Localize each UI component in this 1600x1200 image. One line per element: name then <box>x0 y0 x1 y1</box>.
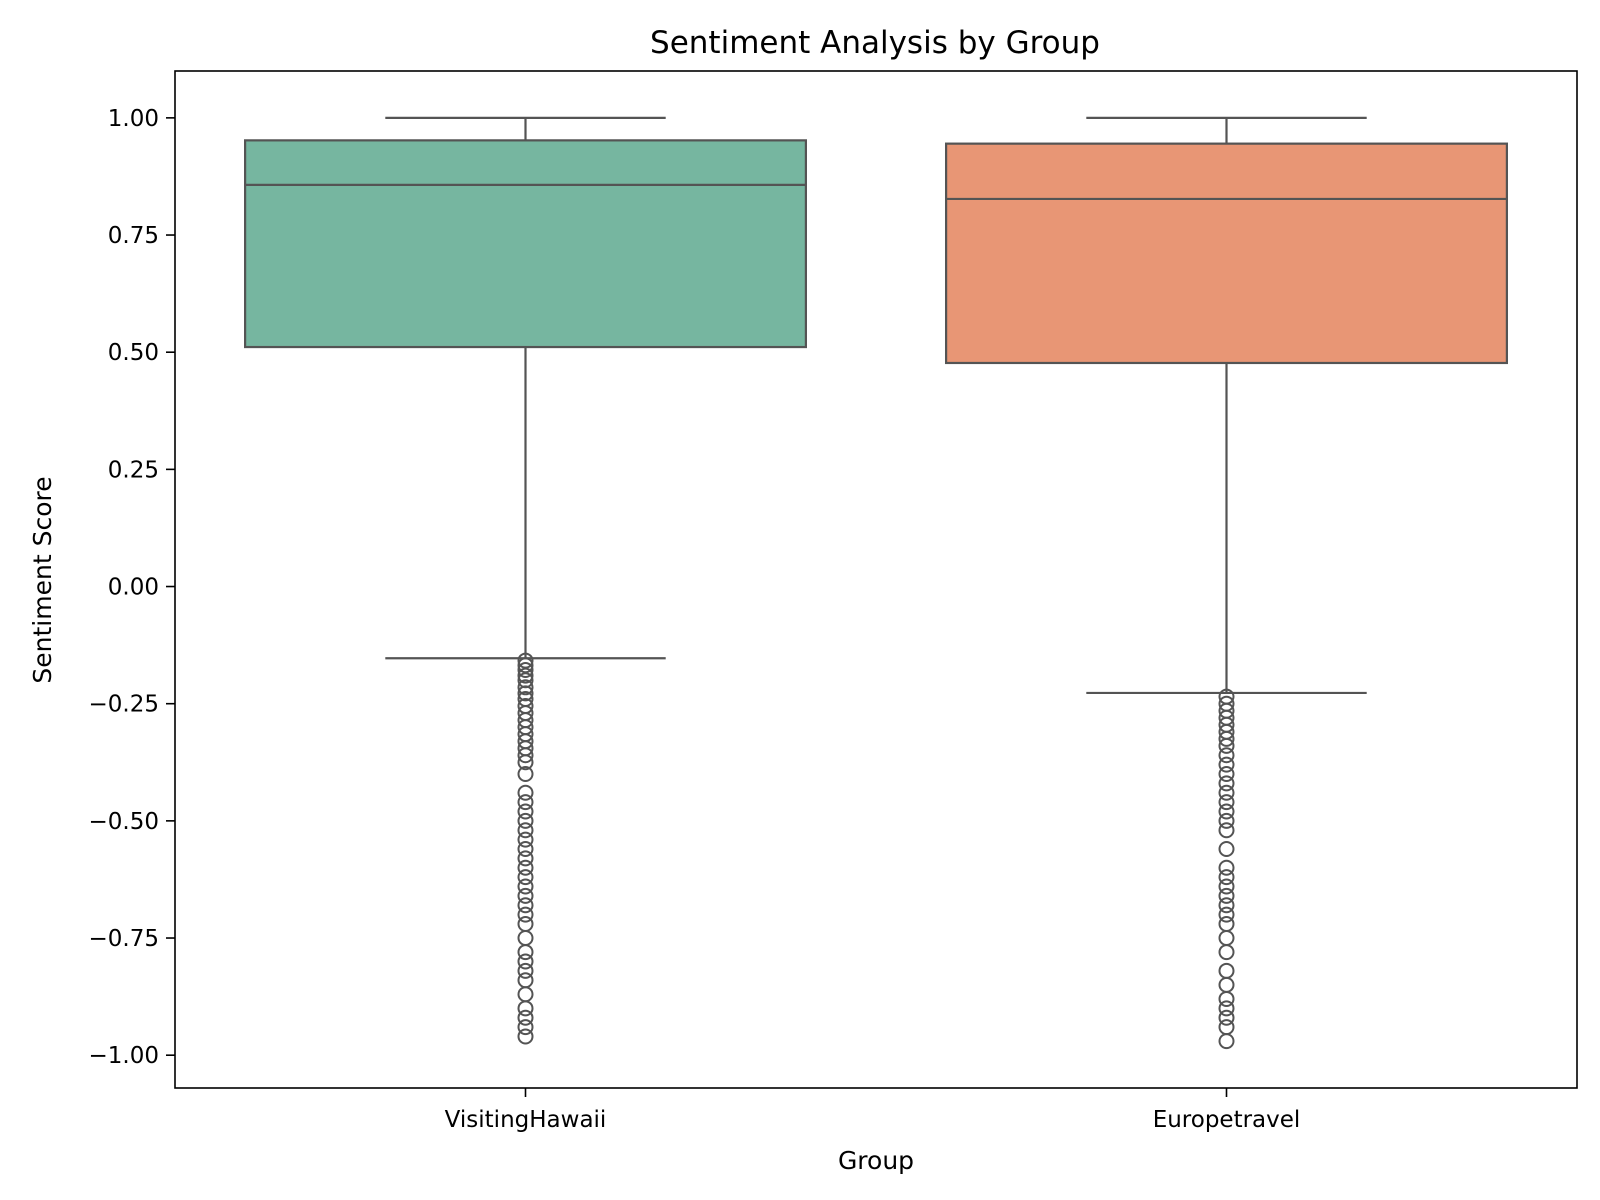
outlier-point <box>1218 1000 1235 1017</box>
outlier-point <box>1218 944 1235 961</box>
outlier-point <box>1218 775 1235 792</box>
outlier-point <box>517 840 534 857</box>
outlier-point <box>1218 878 1235 895</box>
outlier-point <box>517 661 534 678</box>
box-group <box>944 116 1508 1050</box>
y-tick-label: 0.00 <box>108 575 159 601</box>
outlier-point <box>517 1028 534 1045</box>
outlier-point <box>1218 765 1235 782</box>
y-axis: 1.00 0.75 0.50 0.25 0.00 −0.25 −0.50 −0.75 −1.00 <box>89 106 175 1069</box>
outlier-point <box>1218 1009 1235 1026</box>
outlier-point <box>517 962 534 979</box>
plot-area <box>244 116 1508 1050</box>
outlier-point <box>517 812 534 829</box>
outlier-point <box>517 887 534 904</box>
outlier-point <box>1218 822 1235 839</box>
outlier-point <box>517 859 534 876</box>
outlier-point <box>517 685 534 702</box>
outlier-point <box>517 1000 534 1017</box>
outlier-point <box>517 679 534 696</box>
iqr-box <box>244 139 807 349</box>
outlier-point <box>517 754 534 771</box>
outlier-point <box>517 765 534 782</box>
outlier-point <box>517 747 534 764</box>
y-tick-label: 0.50 <box>108 340 159 366</box>
outlier-point <box>517 803 534 820</box>
outlier-point <box>517 897 534 914</box>
y-tick-label: 0.75 <box>108 223 159 249</box>
outlier-point <box>517 1009 534 1026</box>
outlier-point <box>517 878 534 895</box>
outlier-point <box>1218 784 1235 801</box>
outlier-point <box>517 869 534 886</box>
outlier-point <box>1218 794 1235 811</box>
outlier-point <box>517 822 534 839</box>
outlier-point <box>517 794 534 811</box>
outlier-point <box>517 667 534 684</box>
outlier-point <box>1218 803 1235 820</box>
box-group <box>244 116 807 1045</box>
outlier-point <box>1218 990 1235 1007</box>
x-tick-label: Europetravel <box>1153 1107 1301 1133</box>
outlier-point <box>1218 887 1235 904</box>
outlier-point <box>1218 840 1235 857</box>
outlier-point <box>1218 1033 1235 1050</box>
y-axis-label: Sentiment Score <box>28 476 57 683</box>
y-tick-label: 1.00 <box>108 106 159 132</box>
outlier-point <box>517 953 534 970</box>
outlier-point <box>517 831 534 848</box>
outlier-point <box>1218 812 1235 829</box>
y-tick-label: −0.25 <box>89 692 159 718</box>
x-axis: VisitingHawaii Europetravel <box>445 1088 1301 1133</box>
iqr-box <box>944 142 1508 365</box>
outlier-point <box>1218 897 1235 914</box>
outlier-point <box>1218 756 1235 773</box>
outlier-point <box>517 850 534 867</box>
y-tick-label: −0.50 <box>89 809 159 835</box>
outlier-point <box>1218 859 1235 876</box>
outlier-point <box>1218 737 1235 754</box>
outlier-point <box>1218 730 1235 747</box>
axes-frame <box>174 70 1578 1089</box>
outlier-point <box>1218 869 1235 886</box>
outlier-point <box>1218 747 1235 764</box>
outlier-point <box>517 1019 534 1036</box>
outlier-point <box>517 906 534 923</box>
outlier-point <box>517 944 534 961</box>
outlier-point <box>517 784 534 801</box>
y-tick-label: −1.00 <box>89 1043 159 1069</box>
x-tick-label: VisitingHawaii <box>445 1107 607 1133</box>
y-tick-label: −0.75 <box>89 926 159 952</box>
chart-title: Sentiment Analysis by Group <box>650 25 1100 61</box>
outlier-point <box>1218 906 1235 923</box>
y-tick-label: 0.25 <box>108 457 159 483</box>
x-axis-label: Group <box>838 1146 914 1175</box>
